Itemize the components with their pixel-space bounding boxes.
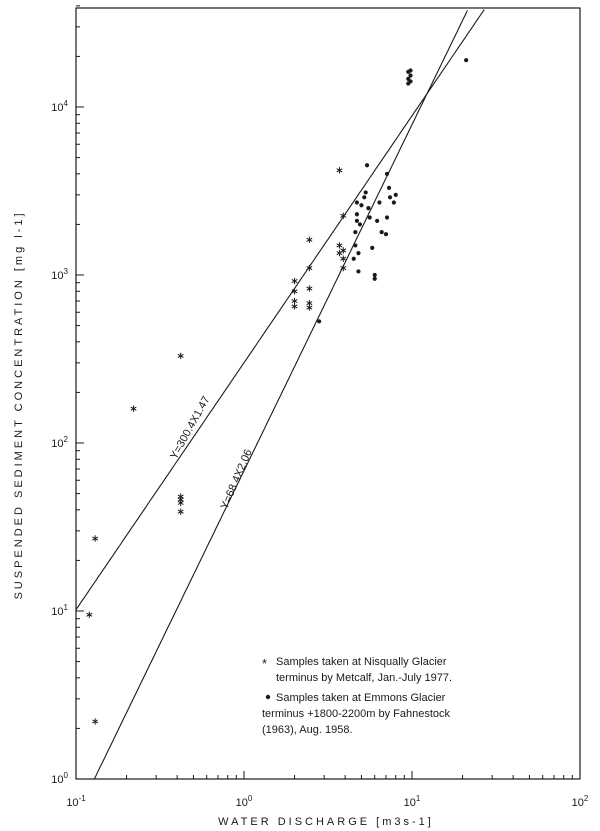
point-emmons-32 xyxy=(408,79,413,84)
y-tick-label-4: 104 xyxy=(51,99,68,114)
point-emmons-24 xyxy=(386,185,392,190)
point-emmons-16 xyxy=(370,245,375,250)
point-nisqually-14 xyxy=(306,264,313,272)
point-emmons-27 xyxy=(391,200,396,205)
y-axis-title: SUSPENDED SEDIMENT CONCENTRATION [mg l-1… xyxy=(13,210,25,599)
legend: * Samples taken at Nisqually Glacier ter… xyxy=(262,656,452,736)
point-emmons-22 xyxy=(383,232,389,237)
point-nisqually-1 xyxy=(92,718,99,725)
legend-nisqually-line-2: terminus by Metcalf, Jan.-July 1977. xyxy=(276,672,452,684)
point-nisqually-10 xyxy=(291,288,298,295)
point-emmons-26 xyxy=(387,195,393,200)
point-nisqually-17 xyxy=(306,304,313,311)
point-emmons-5 xyxy=(354,212,360,217)
point-nisqually-18 xyxy=(336,167,343,174)
x-tick-labels: 10-1 100 101 102 xyxy=(66,794,589,809)
point-emmons-2 xyxy=(353,243,358,248)
point-emmons-4 xyxy=(354,218,360,223)
y-tick-label-2: 102 xyxy=(51,435,68,450)
point-emmons-20 xyxy=(377,200,382,205)
point-emmons-21 xyxy=(379,230,384,235)
point-nisqually-12 xyxy=(291,303,298,310)
y-tick-label-0: 100 xyxy=(51,771,68,786)
fit-line-2-label: Y=68.4X2.06 xyxy=(219,448,255,512)
legend-emmons-line-1: Samples taken at Emmons Glacier xyxy=(276,692,446,704)
plot-frame xyxy=(75,7,581,780)
y-tick-labels: 100 101 102 103 104 xyxy=(51,99,68,786)
point-emmons-28 xyxy=(393,192,398,197)
point-nisqually-4 xyxy=(177,352,184,360)
point-emmons-15 xyxy=(367,215,372,220)
regression-lines xyxy=(75,9,485,779)
point-nisqually-5 xyxy=(177,508,184,515)
fit-line-2 xyxy=(94,10,468,779)
point-nisqually-11 xyxy=(291,297,298,305)
point-emmons-8 xyxy=(356,251,361,256)
point-nisqually-3 xyxy=(130,405,137,412)
legend-nisqually-line-1: Samples taken at Nisqually Glacier xyxy=(276,656,447,668)
point-emmons-3 xyxy=(353,230,358,235)
x-axis-title: WATER DISCHARGE [m3s-1] xyxy=(218,816,434,828)
point-emmons-10 xyxy=(359,203,364,208)
x-tick-label-2: 101 xyxy=(404,794,421,809)
point-emmons-6 xyxy=(354,200,360,205)
y-tick-label-1: 101 xyxy=(51,603,68,618)
x-tick-label-0: 10-1 xyxy=(66,794,86,809)
point-emmons-7 xyxy=(356,269,361,274)
point-emmons-19 xyxy=(375,218,380,223)
point-nisqually-19 xyxy=(336,242,343,249)
point-nisqually-20 xyxy=(336,249,343,257)
point-emmons-23 xyxy=(384,215,390,220)
point-nisqually-13 xyxy=(306,236,313,244)
data-points xyxy=(86,58,469,725)
point-nisqually-8 xyxy=(177,493,184,500)
point-nisqually-23 xyxy=(340,255,347,262)
point-nisqually-2 xyxy=(92,535,99,542)
point-nisqually-22 xyxy=(340,247,347,254)
point-nisqually-9 xyxy=(291,277,298,285)
legend-marker-dot xyxy=(265,694,271,700)
point-emmons-18 xyxy=(372,272,377,278)
point-nisqually-24 xyxy=(340,264,347,272)
x-tick-label-3: 102 xyxy=(572,794,589,809)
point-emmons-13 xyxy=(364,163,370,168)
legend-marker-asterisk: * xyxy=(262,656,267,671)
fit-line-1 xyxy=(75,9,485,611)
point-nisqually-0 xyxy=(86,611,93,618)
x-tick-label-1: 100 xyxy=(236,794,253,809)
point-nisqually-21 xyxy=(340,212,347,220)
point-emmons-1 xyxy=(351,256,356,261)
axis-ticks xyxy=(75,5,573,780)
point-emmons-0 xyxy=(317,319,322,324)
point-emmons-35 xyxy=(464,58,469,63)
point-emmons-33 xyxy=(408,73,413,78)
point-emmons-34 xyxy=(408,68,413,73)
point-emmons-17 xyxy=(372,276,377,281)
point-emmons-25 xyxy=(384,171,390,176)
point-emmons-9 xyxy=(357,222,363,227)
fit-line-1-label: Y=300.4X1.47 xyxy=(168,394,212,461)
y-tick-label-3: 103 xyxy=(51,267,68,282)
legend-emmons-line-2: terminus +1800-2200m by Fahnestock xyxy=(262,708,451,720)
legend-emmons-line-3: (1963), Aug. 1958. xyxy=(262,724,353,736)
point-emmons-14 xyxy=(366,206,371,211)
point-emmons-12 xyxy=(363,190,368,195)
point-emmons-11 xyxy=(362,195,367,200)
point-nisqually-15 xyxy=(306,285,313,292)
